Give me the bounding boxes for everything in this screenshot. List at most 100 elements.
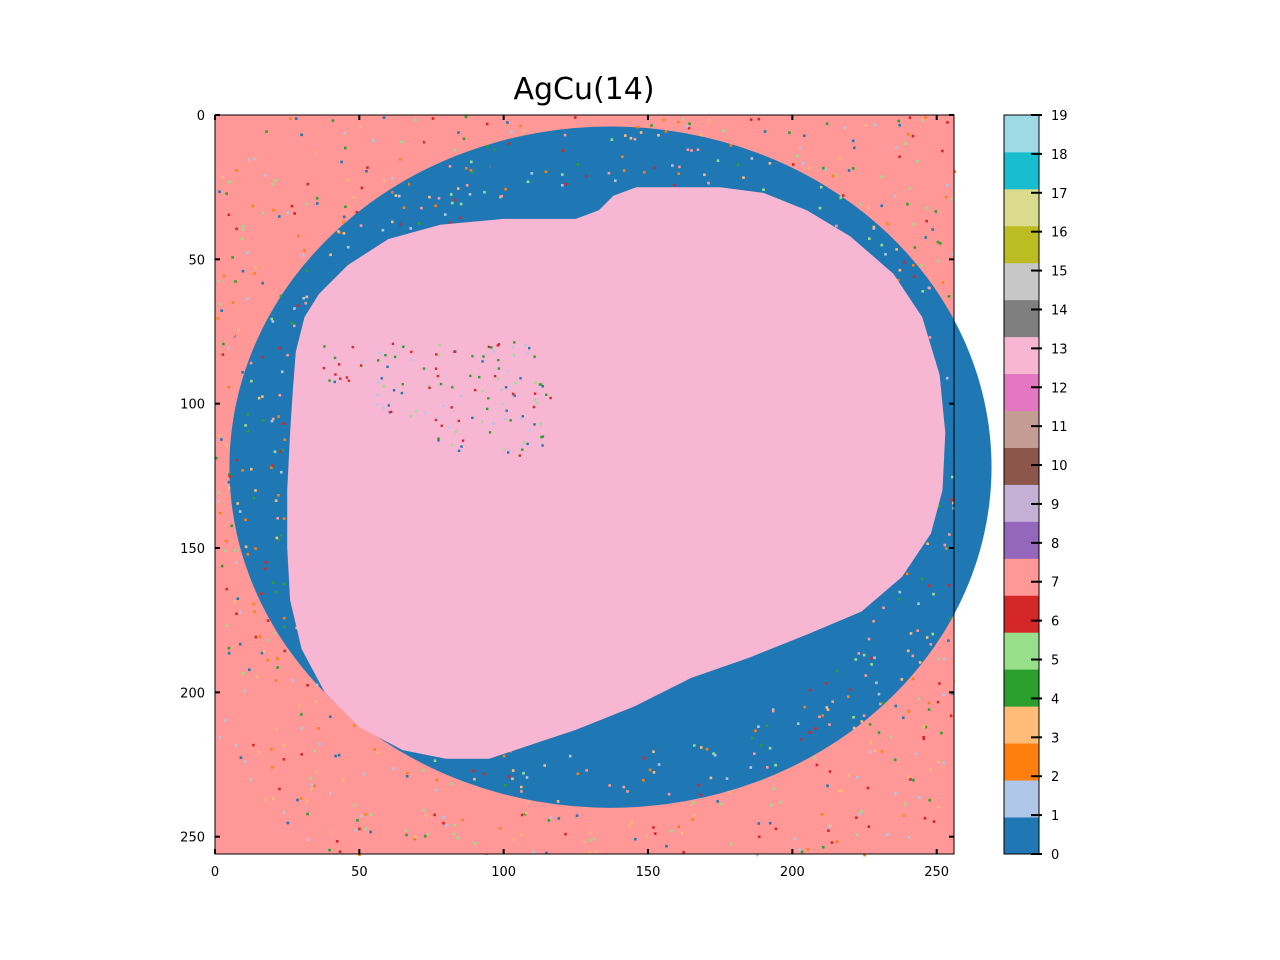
noise-pixel xyxy=(682,851,685,854)
noise-pixel xyxy=(332,719,335,722)
noise-pixel xyxy=(316,202,319,205)
noise-pixel xyxy=(420,206,423,210)
noise-pixel xyxy=(925,636,929,639)
noise-pixel xyxy=(712,752,715,755)
colorbar-tick-label: 7 xyxy=(1051,576,1059,591)
noise-pixel xyxy=(629,136,633,140)
core-speckle xyxy=(541,385,544,388)
noise-pixel xyxy=(561,173,564,176)
noise-pixel xyxy=(912,264,915,267)
noise-pixel xyxy=(946,183,949,187)
noise-pixel xyxy=(220,564,224,568)
core-speckle xyxy=(424,411,427,414)
noise-pixel xyxy=(796,722,800,725)
noise-pixel xyxy=(244,518,247,522)
noise-pixel xyxy=(531,160,535,164)
noise-pixel xyxy=(304,301,308,305)
noise-pixel xyxy=(932,592,935,596)
noise-pixel xyxy=(499,827,502,830)
noise-pixel xyxy=(835,224,838,228)
core-speckle xyxy=(338,363,341,366)
noise-pixel xyxy=(468,785,472,789)
core-speckle xyxy=(536,401,539,405)
noise-pixel xyxy=(298,732,301,736)
noise-pixel xyxy=(334,754,337,758)
noise-pixel xyxy=(802,162,805,165)
noise-pixel xyxy=(707,181,710,185)
noise-pixel xyxy=(293,307,296,310)
noise-pixel xyxy=(870,656,873,660)
noise-pixel xyxy=(280,470,283,474)
core-speckle xyxy=(436,417,439,420)
noise-pixel xyxy=(220,438,223,441)
noise-pixel xyxy=(227,346,230,350)
noise-pixel xyxy=(346,245,350,249)
noise-pixel xyxy=(574,116,577,119)
noise-pixel xyxy=(248,668,251,672)
noise-pixel xyxy=(920,263,923,267)
noise-pixel xyxy=(365,169,368,173)
noise-pixel xyxy=(344,205,347,209)
noise-pixel xyxy=(827,829,830,832)
noise-pixel xyxy=(902,814,906,817)
noise-pixel xyxy=(758,835,761,839)
core-speckle xyxy=(323,345,326,348)
core-speckle xyxy=(513,341,516,344)
noise-pixel xyxy=(331,119,335,122)
noise-pixel xyxy=(357,229,360,233)
noise-pixel xyxy=(399,810,402,814)
noise-pixel xyxy=(243,689,246,693)
noise-pixel xyxy=(873,656,876,660)
noise-pixel xyxy=(576,772,580,775)
noise-pixel xyxy=(911,654,915,658)
core-speckle xyxy=(533,423,536,426)
noise-pixel xyxy=(254,635,258,639)
noise-pixel xyxy=(342,232,346,235)
noise-pixel xyxy=(241,269,245,273)
noise-pixel xyxy=(276,657,279,660)
noise-pixel xyxy=(894,704,897,708)
noise-pixel xyxy=(858,812,862,816)
noise-pixel xyxy=(945,376,949,380)
noise-pixel xyxy=(821,714,824,717)
noise-pixel xyxy=(670,829,673,833)
noise-pixel xyxy=(835,669,839,673)
noise-pixel xyxy=(301,254,305,257)
noise-pixel xyxy=(308,777,312,780)
noise-pixel xyxy=(380,786,384,790)
noise-pixel xyxy=(693,744,696,747)
noise-pixel xyxy=(931,228,934,231)
noise-pixel xyxy=(520,833,523,836)
noise-pixel xyxy=(709,776,713,780)
noise-pixel xyxy=(906,202,909,206)
core-speckle xyxy=(521,415,524,418)
noise-pixel xyxy=(708,157,712,161)
noise-pixel xyxy=(464,115,468,119)
noise-pixel xyxy=(800,850,804,854)
noise-pixel xyxy=(850,803,853,806)
x-tick-label: 50 xyxy=(351,865,368,880)
noise-pixel xyxy=(607,149,610,152)
colorbar-tick-label: 19 xyxy=(1051,109,1068,124)
core-speckle xyxy=(478,375,481,379)
core-speckle xyxy=(500,388,503,391)
noise-pixel xyxy=(262,650,266,653)
noise-pixel xyxy=(920,645,923,648)
noise-pixel xyxy=(445,823,449,827)
noise-pixel xyxy=(279,534,283,537)
x-tick-label: 200 xyxy=(780,865,805,880)
core-speckle xyxy=(376,403,379,406)
noise-pixel xyxy=(277,494,280,497)
heatmap-plot xyxy=(214,114,992,857)
noise-pixel xyxy=(277,415,280,418)
noise-pixel xyxy=(267,551,270,554)
core-speckle xyxy=(461,439,465,442)
noise-pixel xyxy=(825,702,829,705)
noise-pixel xyxy=(252,743,255,747)
core-speckle xyxy=(482,355,485,358)
noise-pixel xyxy=(924,116,927,119)
noise-pixel xyxy=(869,750,872,754)
noise-pixel xyxy=(260,651,264,655)
core-speckle xyxy=(400,391,404,395)
noise-pixel xyxy=(867,206,870,209)
